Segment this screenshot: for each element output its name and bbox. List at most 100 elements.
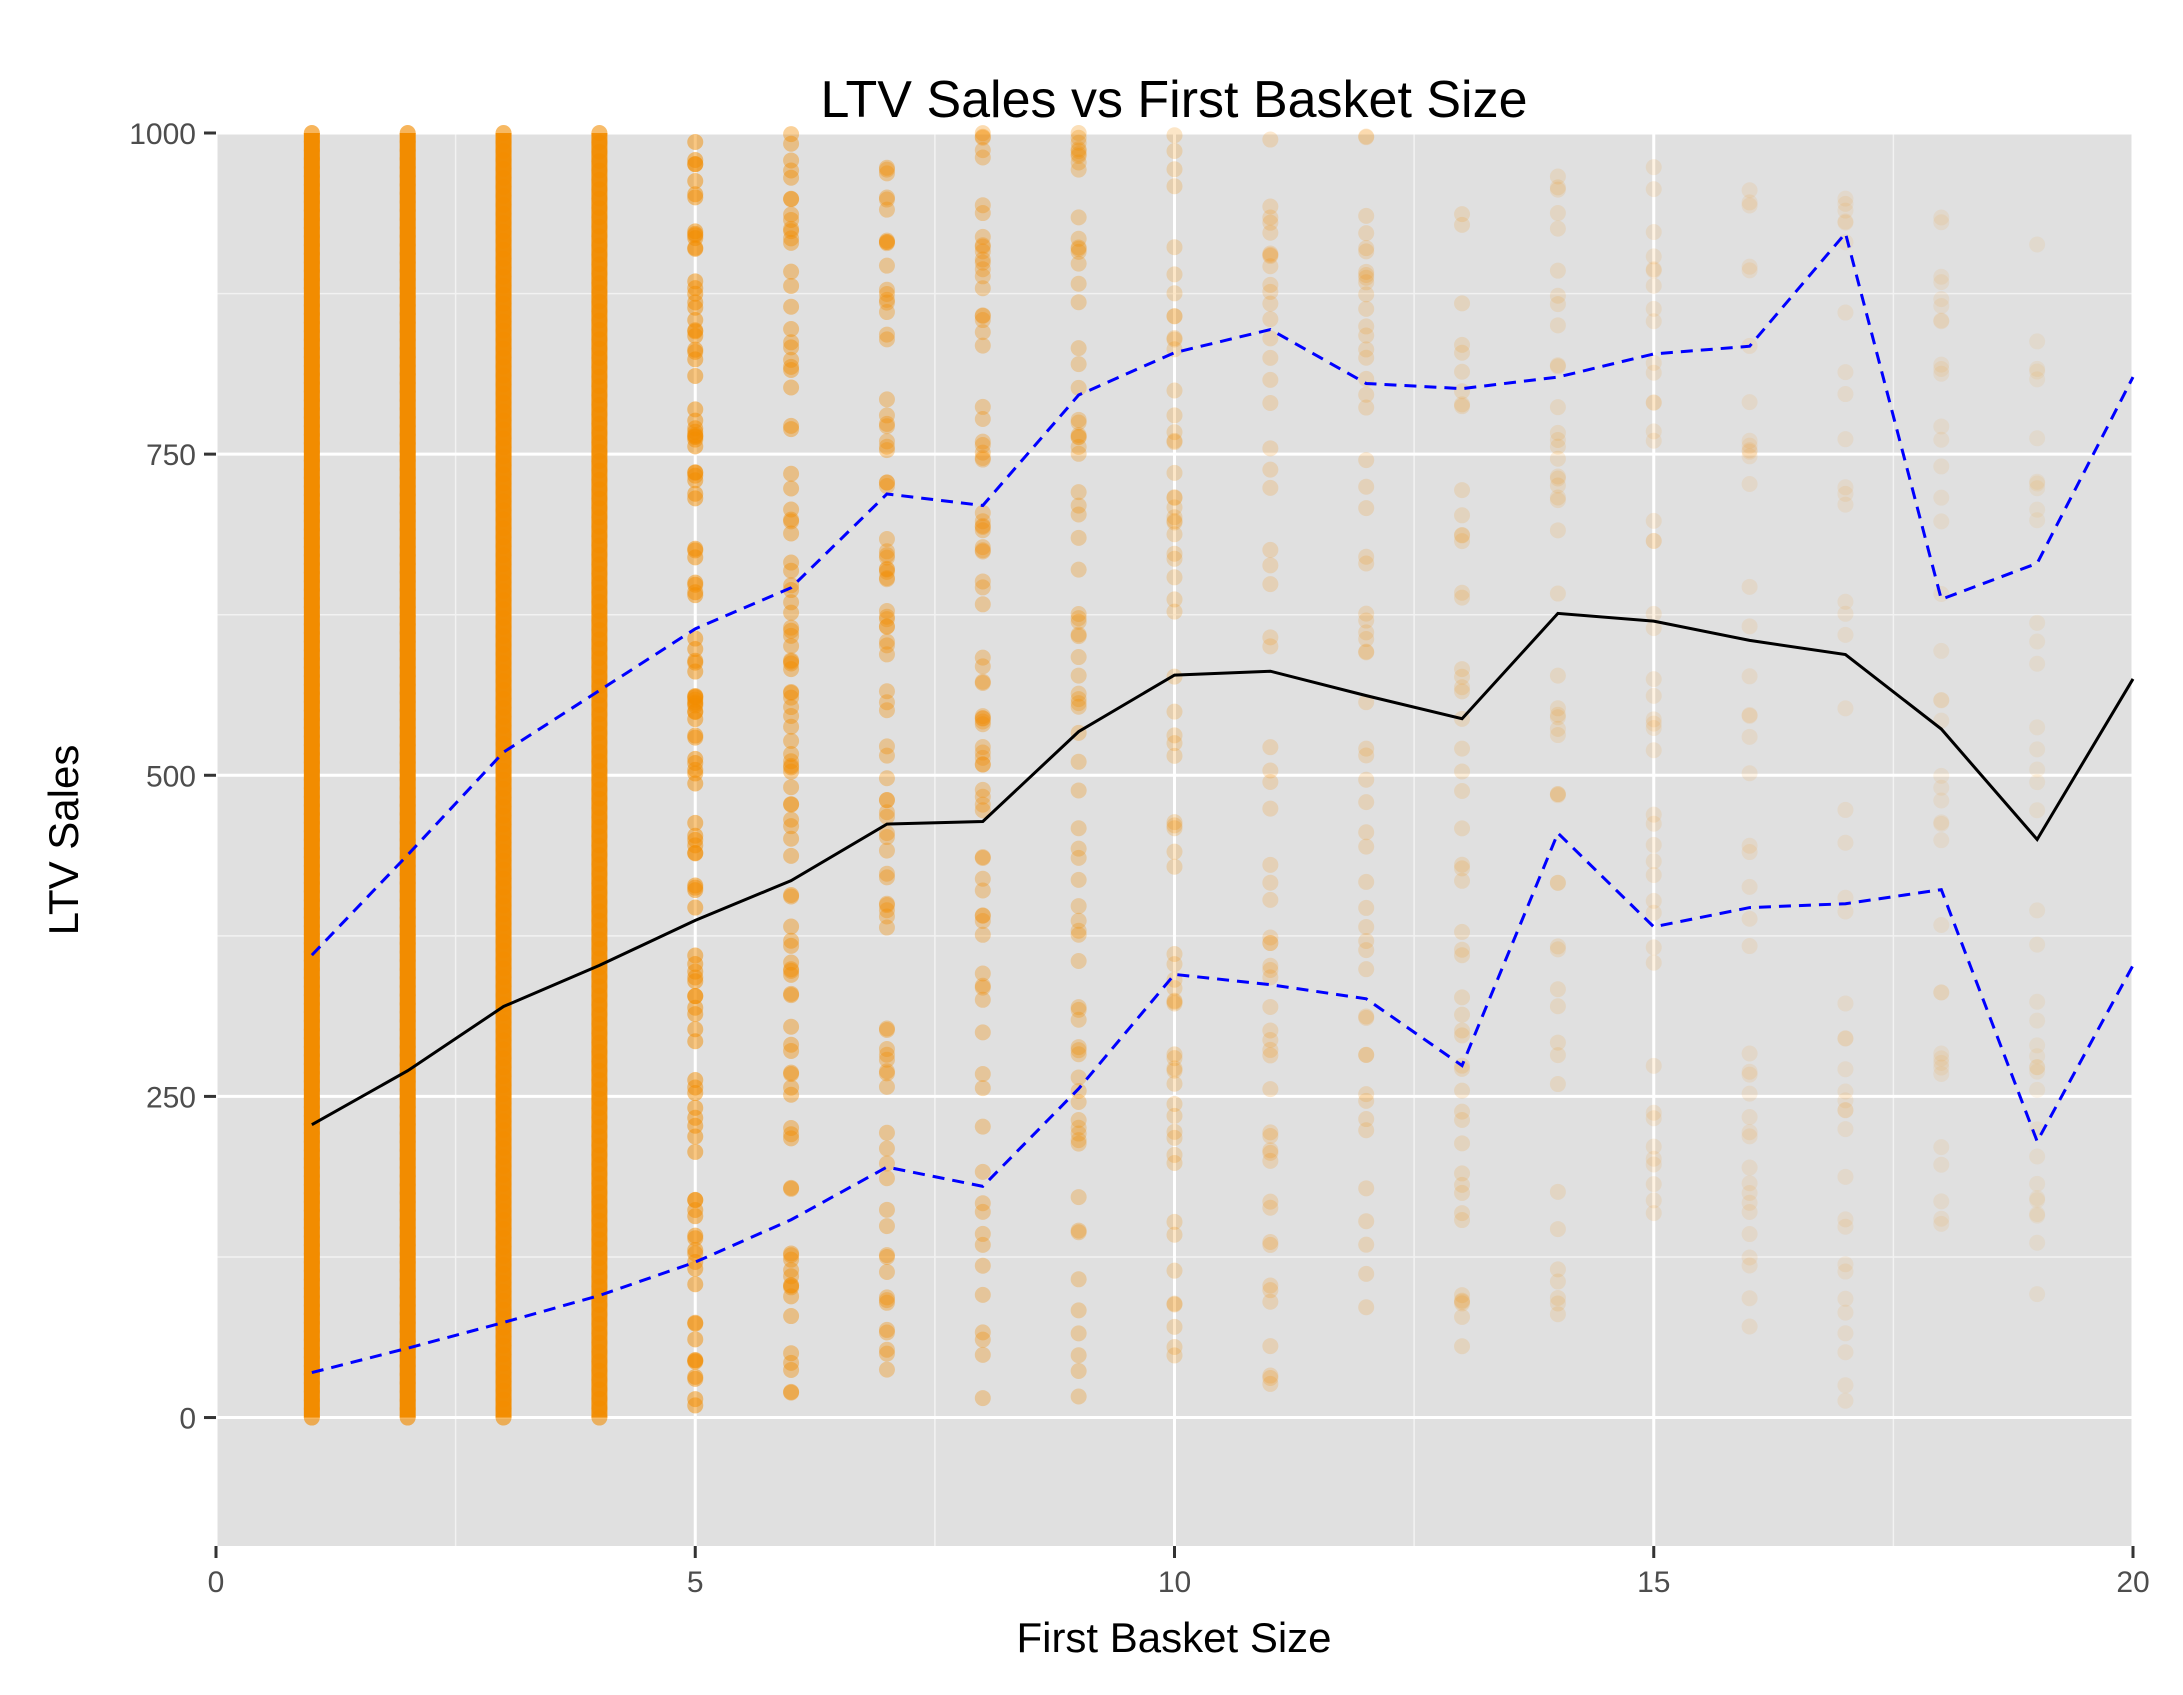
scatter-point xyxy=(974,579,991,596)
scatter-point xyxy=(878,825,895,842)
scatter-point xyxy=(1454,1176,1471,1193)
scatter-point xyxy=(878,560,895,577)
scatter-point xyxy=(878,747,895,764)
scatter-point xyxy=(1454,526,1471,543)
scatter-point xyxy=(687,703,704,720)
scatter-point xyxy=(1741,1175,1758,1192)
scatter-point xyxy=(783,351,800,368)
scatter-point xyxy=(1549,399,1566,416)
scatter-point xyxy=(1070,912,1087,929)
scatter-point xyxy=(2029,936,2046,953)
scatter-point xyxy=(687,428,704,445)
scatter-point xyxy=(1454,661,1471,678)
scatter-point xyxy=(1741,1063,1758,1080)
scatter-point xyxy=(1358,771,1375,788)
scatter-point xyxy=(1262,214,1279,231)
scatter-point xyxy=(1070,414,1087,431)
scatter-point xyxy=(1837,496,1854,513)
scatter-point xyxy=(1933,1050,1950,1067)
scatter-point xyxy=(1358,644,1375,661)
scatter-point xyxy=(1358,932,1375,949)
scatter-point xyxy=(687,472,704,489)
scatter-point xyxy=(974,268,991,285)
scatter-point xyxy=(1454,947,1471,964)
scatter-point xyxy=(878,618,895,635)
scatter-point xyxy=(1070,429,1087,446)
scatter-point xyxy=(1070,142,1087,159)
scatter-point xyxy=(974,518,991,535)
scatter-point xyxy=(2029,512,2046,529)
scatter-point xyxy=(783,1018,800,1035)
scatter-point xyxy=(1358,452,1375,469)
scatter-point xyxy=(1454,527,1471,544)
scatter-point xyxy=(1358,327,1375,344)
scatter-point xyxy=(1933,917,1950,934)
scatter-point xyxy=(783,763,800,780)
scatter-point xyxy=(1262,541,1279,558)
scatter-point xyxy=(1070,129,1087,146)
scatter-point xyxy=(783,594,800,611)
scatter-point xyxy=(1645,954,1662,971)
scatter-point xyxy=(1549,358,1566,375)
scatter-point xyxy=(1166,1347,1183,1364)
scatter-point xyxy=(2029,1059,2046,1076)
scatter-point xyxy=(1166,331,1183,348)
scatter-point xyxy=(1837,1211,1854,1228)
scatter-point xyxy=(1645,1192,1662,1209)
scatter-point xyxy=(1549,489,1566,506)
scatter-point xyxy=(1358,286,1375,303)
scatter-point xyxy=(1262,557,1279,574)
scatter-point xyxy=(1262,209,1279,226)
scatter-point xyxy=(1358,555,1375,572)
scatter-point xyxy=(878,897,895,914)
scatter-point xyxy=(878,829,895,846)
scatter-point xyxy=(783,655,800,672)
scatter-point xyxy=(878,611,895,628)
scatter-point xyxy=(1741,432,1758,449)
scatter-point xyxy=(1358,500,1375,517)
scatter-point xyxy=(783,796,800,813)
scatter-point xyxy=(974,979,991,996)
scatter-point xyxy=(1358,1092,1375,1109)
scatter-point xyxy=(974,1225,991,1242)
scatter-point xyxy=(687,703,704,720)
scatter-point xyxy=(878,201,895,218)
scatter-point xyxy=(1166,1226,1183,1243)
scatter-point xyxy=(2029,236,2046,253)
scatter-point xyxy=(1645,512,1662,529)
scatter-point xyxy=(1741,182,1758,199)
scatter-point xyxy=(687,1351,704,1368)
scatter-point xyxy=(1645,248,1662,265)
scatter-point xyxy=(687,827,704,844)
scatter-point xyxy=(974,451,991,468)
scatter-point xyxy=(974,517,991,534)
scatter-point xyxy=(1645,815,1662,832)
scatter-point xyxy=(783,358,800,375)
scatter-point xyxy=(974,781,991,798)
scatter-point xyxy=(974,410,991,427)
scatter-point xyxy=(687,431,704,448)
scatter-point xyxy=(783,1277,800,1294)
scatter-point xyxy=(974,788,991,805)
scatter-point xyxy=(974,965,991,982)
scatter-point xyxy=(1454,668,1471,685)
scatter-point xyxy=(1166,424,1183,441)
scatter-point xyxy=(687,367,704,384)
scatter-point xyxy=(1837,801,1854,818)
scatter-point xyxy=(1358,1265,1375,1282)
scatter-point xyxy=(878,633,895,650)
scatter-point xyxy=(1166,843,1183,860)
scatter-point xyxy=(974,991,991,1008)
scatter-point xyxy=(1933,1156,1950,1173)
scatter-point xyxy=(1262,1144,1279,1161)
scatter-point xyxy=(1262,1047,1279,1064)
scatter-point xyxy=(1070,1082,1087,1099)
scatter-point xyxy=(1645,720,1662,737)
scatter-point xyxy=(1358,1111,1375,1128)
scatter-point xyxy=(1549,432,1566,449)
scatter-point xyxy=(1166,569,1183,586)
scatter-point xyxy=(1262,929,1279,946)
scatter-point xyxy=(1645,533,1662,550)
scatter-point xyxy=(1549,998,1566,1015)
scatter-point xyxy=(1837,1392,1854,1409)
